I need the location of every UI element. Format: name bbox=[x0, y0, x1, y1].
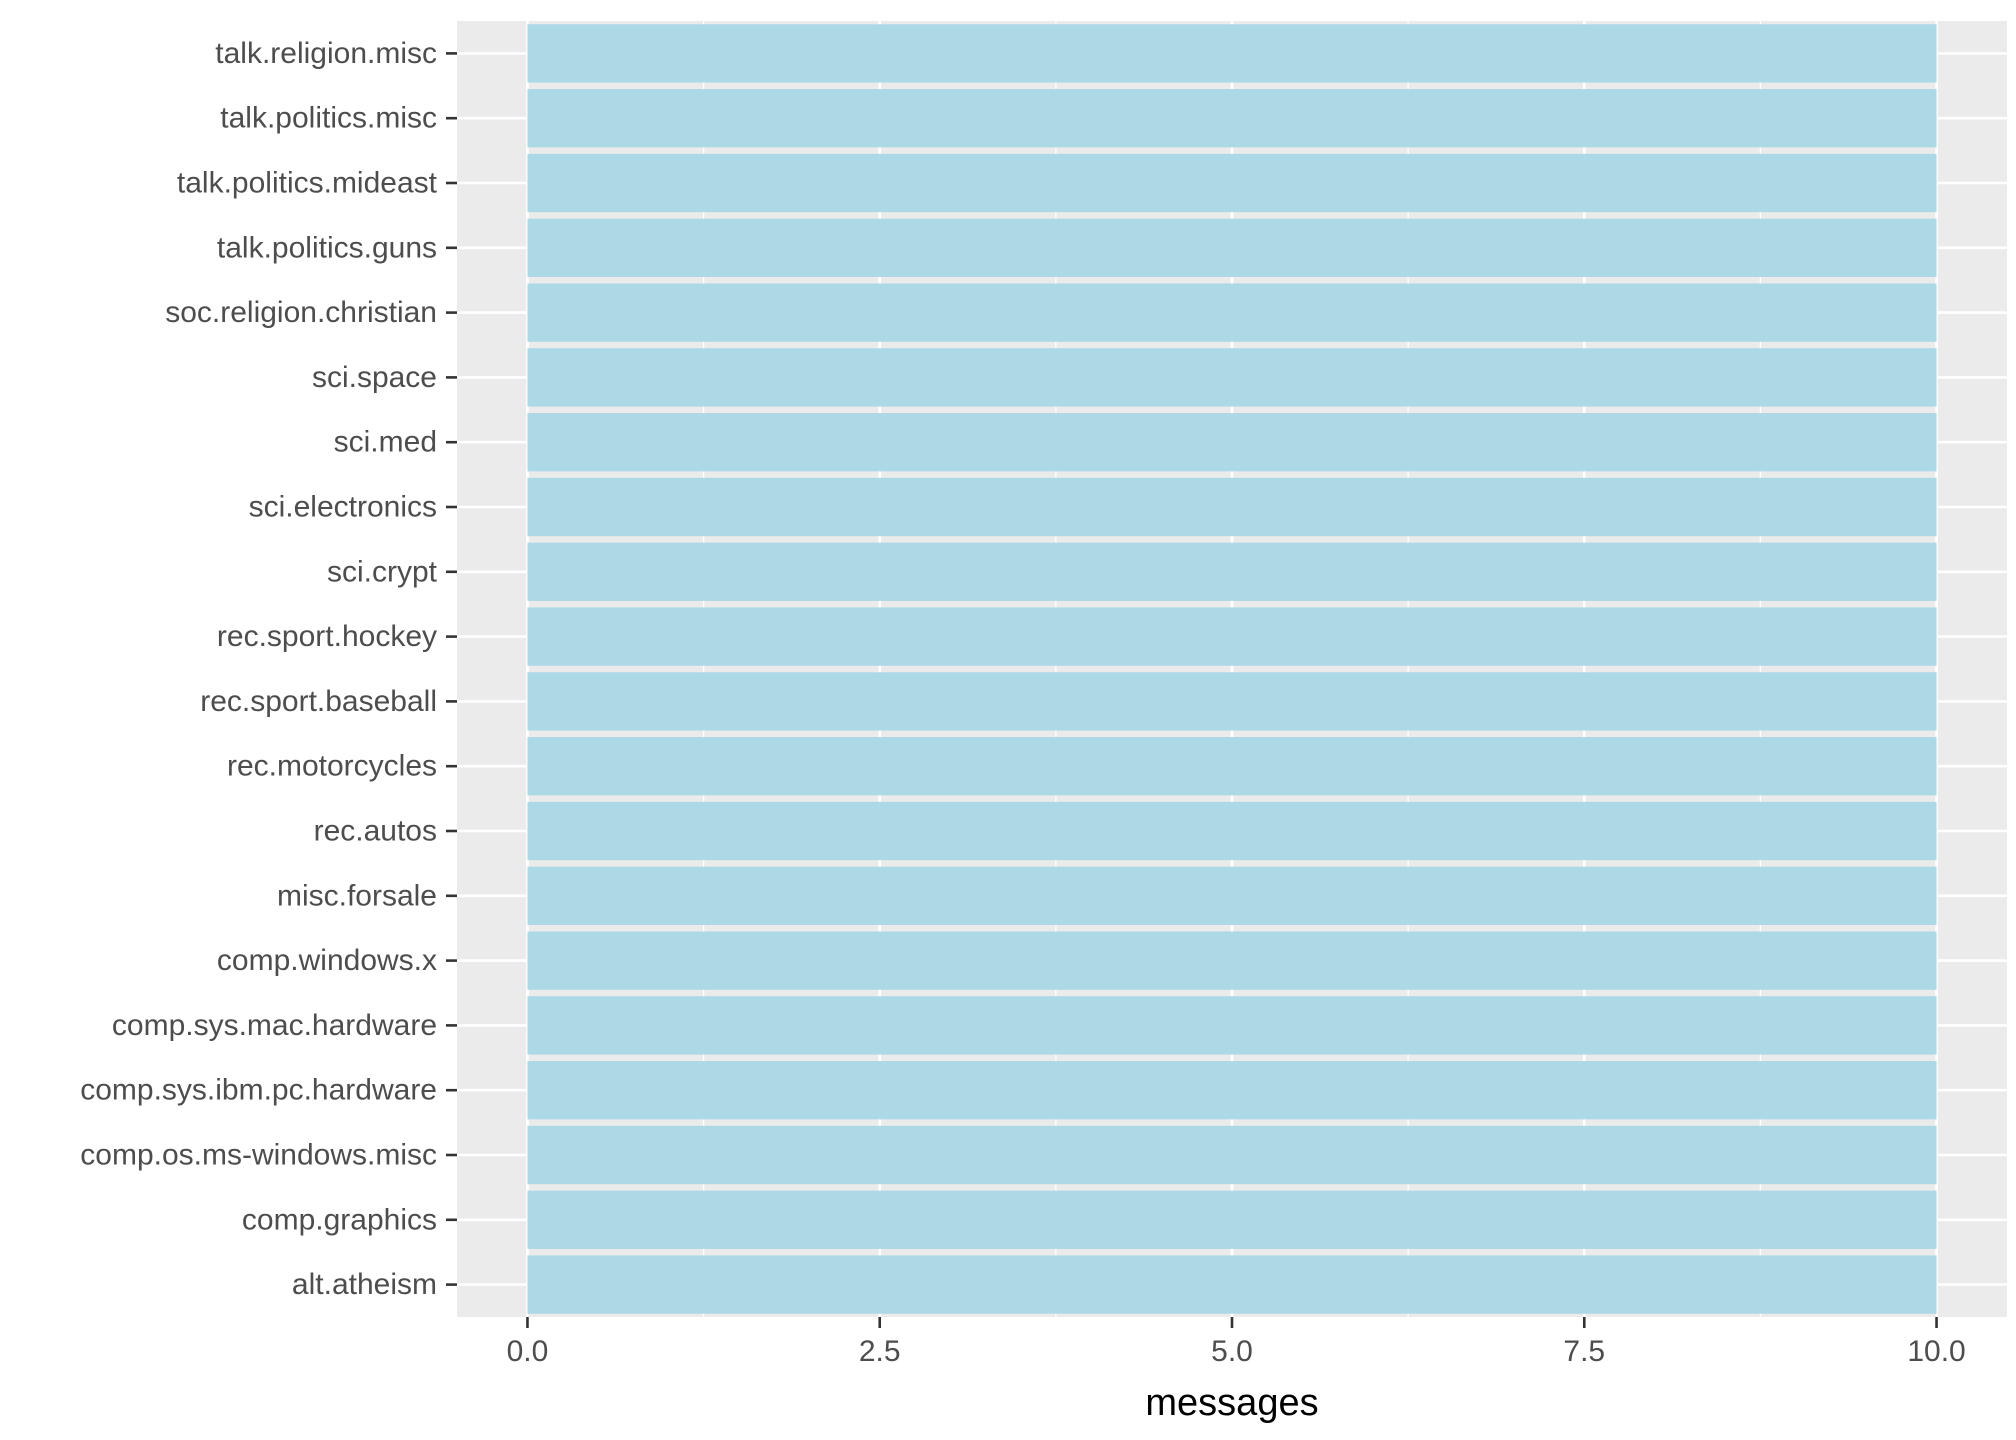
bar-talk-politics-misc bbox=[527, 89, 1937, 148]
bar-sci-med bbox=[527, 413, 1937, 472]
y-tick-label: rec.sport.baseball bbox=[200, 685, 437, 718]
y-tick-label: comp.os.ms-windows.misc bbox=[80, 1139, 437, 1172]
y-tick-label: comp.sys.mac.hardware bbox=[112, 1009, 437, 1042]
x-tick-label: 10.0 bbox=[1907, 1335, 1965, 1368]
y-tick-label: comp.sys.ibm.pc.hardware bbox=[80, 1074, 437, 1107]
y-tick-label: rec.motorcycles bbox=[227, 750, 437, 783]
bar-talk-religion-misc bbox=[527, 24, 1937, 83]
y-tick-label: sci.space bbox=[312, 361, 437, 394]
y-tick-label: sci.med bbox=[334, 426, 437, 459]
x-axis: 0.0 2.5 5.0 7.5 10.0 bbox=[507, 1317, 1966, 1368]
bar-comp-windows-x bbox=[527, 931, 1937, 990]
bar-comp-graphics bbox=[527, 1190, 1937, 1249]
y-tick-label: alt.atheism bbox=[292, 1268, 437, 1301]
y-tick-label: comp.windows.x bbox=[217, 944, 437, 977]
y-tick-label: misc.forsale bbox=[277, 879, 437, 912]
bar-sci-crypt bbox=[527, 542, 1937, 601]
bar-misc-forsale bbox=[527, 866, 1937, 925]
y-tick-label: rec.autos bbox=[314, 815, 437, 848]
y-tick-label: sci.electronics bbox=[249, 491, 437, 524]
x-tick-label: 2.5 bbox=[859, 1335, 901, 1368]
y-axis: alt.atheism comp.graphics comp.os.ms-windo… bbox=[80, 37, 457, 1301]
y-tick-label: talk.politics.misc bbox=[220, 102, 437, 135]
bar-rec-sport-hockey bbox=[527, 607, 1937, 666]
bar-comp-sys-mac-hardware bbox=[527, 996, 1937, 1055]
y-tick-label: sci.crypt bbox=[327, 555, 438, 588]
x-axis-title: messages bbox=[1145, 1382, 1318, 1424]
bar-sci-space bbox=[527, 348, 1937, 407]
y-tick-label: comp.graphics bbox=[242, 1203, 437, 1236]
y-tick-label: soc.religion.christian bbox=[165, 296, 437, 329]
bar-rec-sport-baseball bbox=[527, 672, 1937, 731]
x-tick-label: 5.0 bbox=[1211, 1335, 1253, 1368]
bars-group bbox=[527, 24, 1937, 1314]
bar-talk-politics-guns bbox=[527, 218, 1937, 277]
bar-rec-autos bbox=[527, 801, 1937, 861]
bar-talk-politics-mideast bbox=[527, 153, 1937, 213]
bar-alt-atheism bbox=[527, 1255, 1937, 1314]
bar-soc-religion-christian bbox=[527, 283, 1937, 342]
y-tick-label: talk.politics.mideast bbox=[177, 167, 438, 200]
y-tick-label: talk.religion.misc bbox=[215, 37, 437, 70]
x-tick-label: 7.5 bbox=[1563, 1335, 1605, 1368]
bar-comp-os-ms-windows-misc bbox=[527, 1125, 1937, 1185]
y-tick-label: rec.sport.hockey bbox=[217, 620, 437, 653]
x-tick-label: 0.0 bbox=[507, 1335, 549, 1368]
bar-comp-sys-ibm-pc-hardware bbox=[527, 1061, 1937, 1120]
bar-sci-electronics bbox=[527, 477, 1937, 537]
bar-rec-motorcycles bbox=[527, 737, 1937, 796]
y-tick-label: talk.politics.guns bbox=[217, 231, 437, 264]
